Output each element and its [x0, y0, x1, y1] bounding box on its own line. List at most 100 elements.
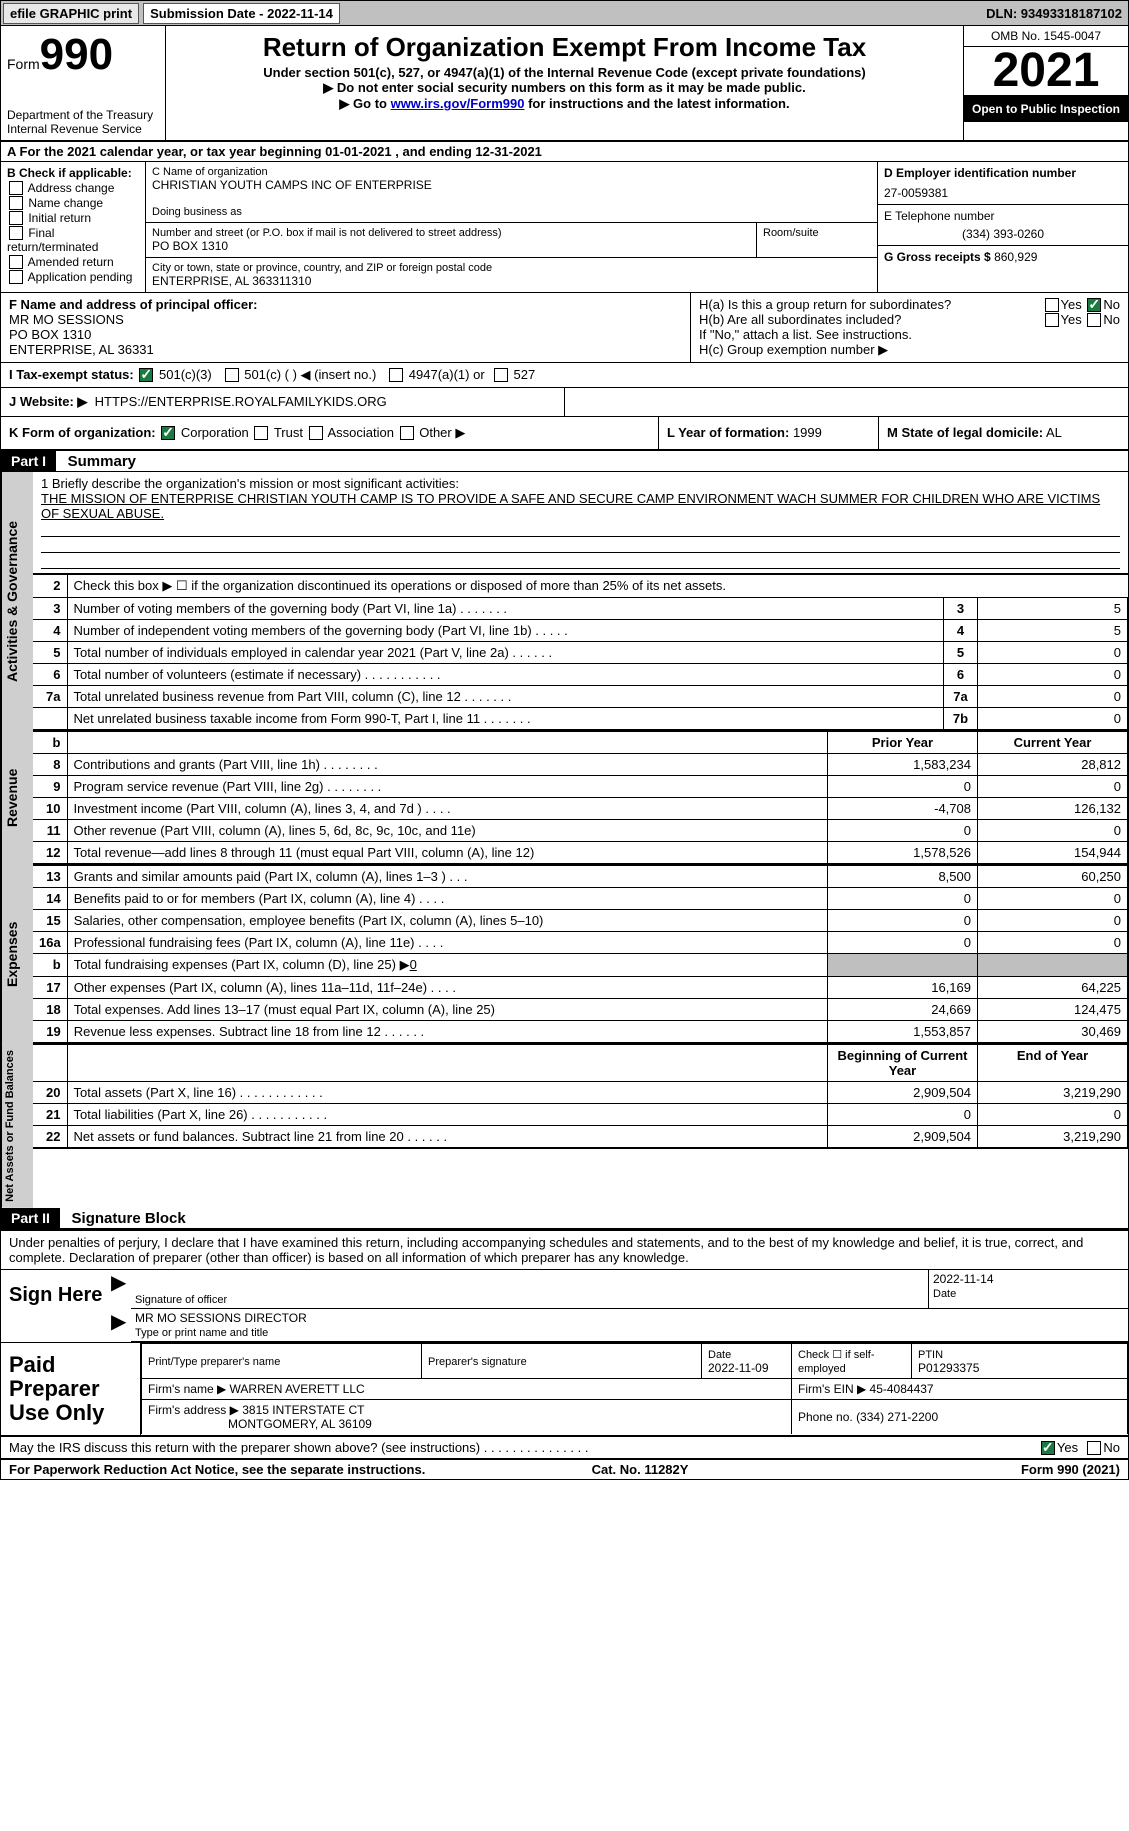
vlabel-expenses: Expenses [1, 865, 33, 1044]
dba-label: Doing business as [152, 206, 871, 218]
val-4: 5 [978, 620, 1128, 642]
cb-final-return[interactable]: Final return/terminated [7, 226, 139, 254]
form-word: Form [7, 56, 40, 72]
prep-date: 2022-11-09 [708, 1361, 769, 1375]
val-5: 0 [978, 642, 1128, 664]
form-number: Form990 [7, 30, 159, 80]
governance-table: 2Check this box ▶ ☐ if the organization … [33, 574, 1128, 731]
sign-here-row: Sign Here ▶ Signature of officer 2022-11… [1, 1269, 1128, 1342]
hb-note: If "No," attach a list. See instructions… [699, 327, 1120, 342]
py-22: 2,909,504 [828, 1126, 978, 1149]
irs-link[interactable]: www.irs.gov/Form990 [391, 96, 525, 111]
cy-11: 0 [978, 820, 1128, 842]
py-21: 0 [828, 1104, 978, 1126]
ha-no-checkbox[interactable] [1087, 298, 1101, 312]
col-d-e-g: D Employer identification number 27-0059… [878, 162, 1128, 292]
cy-14: 0 [978, 888, 1128, 910]
self-employed-check[interactable]: Check ☐ if self-employed [798, 1349, 875, 1375]
cy-16a: 0 [978, 932, 1128, 954]
form-title: Return of Organization Exempt From Incom… [172, 32, 957, 63]
officer-name: MR MO SESSIONS [9, 312, 124, 327]
mission-text: THE MISSION OF ENTERPRISE CHRISTIAN YOUT… [41, 491, 1120, 521]
c-name-label: C Name of organization [152, 166, 871, 178]
signature-date: 2022-11-14 [933, 1272, 1124, 1286]
py-12: 1,578,526 [828, 842, 978, 865]
cy-8: 28,812 [978, 754, 1128, 776]
firm-phone: (334) 271-2200 [856, 1410, 938, 1424]
val-6: 0 [978, 664, 1128, 686]
py-11: 0 [828, 820, 978, 842]
cy-15: 0 [978, 910, 1128, 932]
row-a-tax-year: A For the 2021 calendar year, or tax yea… [1, 142, 1128, 162]
gross-receipts: 860,929 [994, 250, 1037, 264]
form-page: Form990 Department of the Treasury Inter… [0, 26, 1129, 1480]
py-18: 24,669 [828, 999, 978, 1021]
row-k-l-m: K Form of organization: Corporation Trus… [1, 417, 1128, 451]
officer-signature-line[interactable]: Signature of officer [131, 1270, 928, 1309]
cb-501c3[interactable] [139, 368, 153, 382]
firm-ein: 45-4084437 [870, 1382, 934, 1396]
py-17: 16,169 [828, 977, 978, 999]
netassets-table: Beginning of Current YearEnd of Year 20T… [33, 1044, 1128, 1149]
cb-corporation[interactable] [161, 426, 175, 440]
cat-no: Cat. No. 11282Y [592, 1462, 689, 1477]
form-footer: Form 990 (2021) [1021, 1462, 1120, 1477]
street: PO BOX 1310 [152, 239, 750, 253]
discuss-no-checkbox[interactable] [1087, 1441, 1101, 1455]
h-group-return: H(a) Is this a group return for subordin… [691, 293, 1128, 362]
open-to-public: Open to Public Inspection [964, 96, 1128, 122]
cy-22: 3,219,290 [978, 1126, 1128, 1149]
org-name: CHRISTIAN YOUTH CAMPS INC OF ENTERPRISE [152, 178, 871, 192]
row-j-website: J Website: ▶ HTTPS://ENTERPRISE.ROYALFAM… [1, 388, 1128, 417]
city: ENTERPRISE, AL 363311310 [152, 274, 871, 288]
cb-initial-return[interactable]: Initial return [7, 211, 139, 225]
tel-label: E Telephone number [884, 209, 1122, 223]
bottom-footer: For Paperwork Reduction Act Notice, see … [1, 1458, 1128, 1479]
officer-name-line: MR MO SESSIONS DIRECTOR Type or print na… [131, 1309, 1128, 1342]
note-ssn: ▶ Do not enter social security numbers o… [172, 80, 957, 96]
officer-addr2: ENTERPRISE, AL 36331 [9, 342, 154, 357]
efile-print-button[interactable]: efile GRAPHIC print [3, 3, 139, 24]
py-14: 0 [828, 888, 978, 910]
gross-label: G Gross receipts $ [884, 250, 991, 264]
py-8: 1,583,234 [828, 754, 978, 776]
cy-12: 154,944 [978, 842, 1128, 865]
py-15: 0 [828, 910, 978, 932]
preparer-table: Print/Type preparer's name Preparer's si… [141, 1343, 1128, 1434]
col-c-org-info: C Name of organization CHRISTIAN YOUTH C… [146, 162, 878, 292]
form-num: 990 [40, 30, 113, 79]
note-link: ▶ Go to www.irs.gov/Form990 for instruct… [172, 96, 957, 112]
net-assets-section: Net Assets or Fund Balances Beginning of… [1, 1044, 1128, 1208]
cb-name-change[interactable]: Name change [7, 196, 139, 210]
name-arrow-icon: ▶ [111, 1309, 131, 1342]
ein-label: D Employer identification number [884, 166, 1076, 180]
cb-amended-return[interactable]: Amended return [7, 255, 139, 269]
py-19: 1,553,857 [828, 1021, 978, 1044]
expenses-section: Expenses 13Grants and similar amounts pa… [1, 865, 1128, 1044]
hb-row: H(b) Are all subordinates included? Yes … [699, 312, 1120, 327]
dept-label: Department of the Treasury Internal Reve… [7, 108, 159, 136]
submission-date-field: Submission Date - 2022-11-14 [143, 3, 340, 24]
state-domicile: AL [1046, 425, 1062, 440]
col-b-checkboxes: B Check if applicable: Address change Na… [1, 162, 146, 292]
cb-address-change[interactable]: Address change [7, 181, 139, 195]
val-7a: 0 [978, 686, 1128, 708]
ha-row: H(a) Is this a group return for subordin… [699, 297, 1120, 312]
dln-label: DLN: 93493318187102 [986, 6, 1122, 21]
cy-9: 0 [978, 776, 1128, 798]
cy-13: 60,250 [978, 866, 1128, 888]
discuss-yes-checkbox[interactable] [1041, 1441, 1055, 1455]
block-b-to-g: B Check if applicable: Address change Na… [1, 162, 1128, 293]
officer-addr1: PO BOX 1310 [9, 327, 91, 342]
cb-application-pending[interactable]: Application pending [7, 270, 139, 284]
header-left: Form990 Department of the Treasury Inter… [1, 26, 166, 140]
hc-row: H(c) Group exemption number ▶ [699, 342, 1120, 358]
sign-here-label: Sign Here [1, 1270, 111, 1342]
mission-block: 1 Briefly describe the organization's mi… [33, 472, 1128, 574]
room-label: Room/suite [757, 223, 877, 257]
py-13: 8,500 [828, 866, 978, 888]
penalty-statement: Under penalties of perjury, I declare th… [1, 1229, 1128, 1269]
cy-17: 64,225 [978, 977, 1128, 999]
city-label: City or town, state or province, country… [152, 262, 871, 274]
py-20: 2,909,504 [828, 1082, 978, 1104]
